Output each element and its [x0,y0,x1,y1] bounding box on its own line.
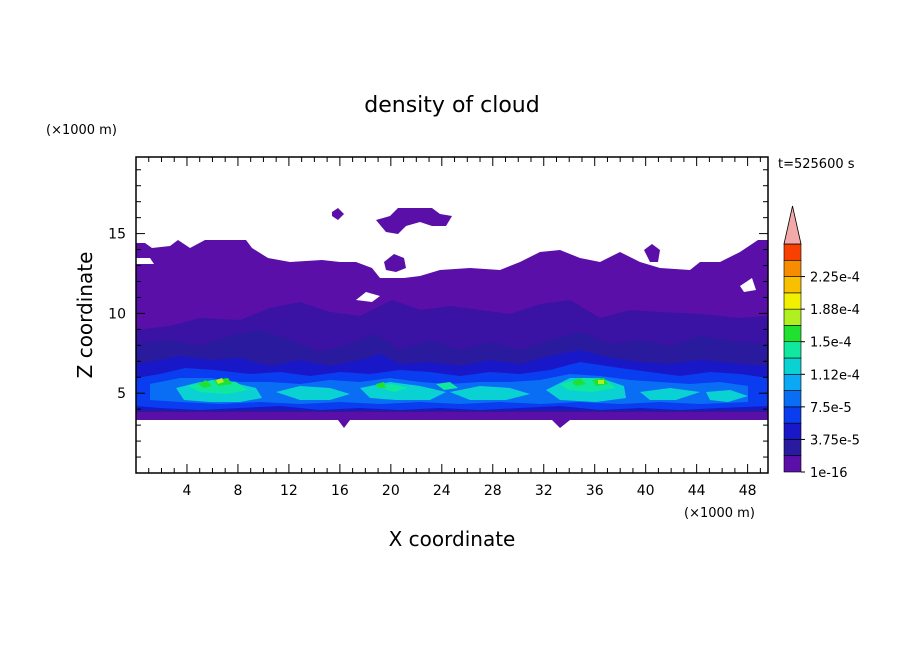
x-tick-label: 28 [484,483,502,499]
colorbar-extend-arrow [783,205,802,245]
colorbar-label: 1.5e-4 [810,336,852,351]
x-tick-label: 16 [331,483,349,499]
x-tick-label: 48 [739,483,757,499]
colorbar-segment [783,243,802,261]
colorbar-segment [783,390,802,408]
x-tick-label: 4 [183,483,192,499]
y-tick-label: 10 [108,306,126,322]
colorbar-segment [783,406,802,424]
contour-cell-3 [384,254,406,272]
y-tick-label: 5 [117,386,126,402]
x-tick-label: 44 [688,483,706,499]
colorbar-label: 1.88e-4 [810,303,860,318]
x-axis-ticks: 4 8 12 16 20 24 28 32 36 40 44 48 [148,157,761,499]
colorbar-segment [783,259,802,277]
contour-cell-2 [376,208,452,234]
colorbar-segment [783,373,802,391]
colorbar-segment [783,325,802,343]
colorbar-label: 1.12e-4 [810,368,860,383]
contour-fills [136,208,768,428]
contour-gap-1 [136,258,154,264]
plot-frame [135,156,769,474]
colorbar-segment [783,308,802,326]
x-axis-unit: (×1000 m) [684,506,755,521]
x-tick-label: 12 [280,483,298,499]
colorbar-label: 3.75e-5 [810,433,860,448]
contour-level-8 [188,378,616,394]
x-tick-label: 8 [233,483,242,499]
colorbar-segment [783,276,802,294]
contour-gap-3 [740,278,756,292]
colorbar-segment [783,341,802,359]
y-axis-ticks: 5 10 15 [108,169,768,458]
x-tick-label: 40 [637,483,655,499]
x-tick-label: 24 [433,483,451,499]
y-axis-label: Z coordinate [73,252,97,379]
colorbar-label: 7.5e-5 [810,401,852,416]
x-tick-label: 32 [535,483,553,499]
y-tick-label: 15 [108,227,126,243]
colorbar-segment [783,357,802,375]
colorbar-segment [783,292,802,310]
colorbar: 1e-16 3.75e-5 7.5e-5 1.12e-4 1.5e-4 1.88e-4 2.… [783,205,860,481]
colorbar-segment [783,455,802,473]
colorbar-label: 2.25e-4 [810,271,860,286]
x-tick-label: 20 [382,483,400,499]
contour-gap-2 [356,292,380,302]
x-tick-label: 36 [586,483,604,499]
colorbar-segment [783,422,802,440]
colorbar-segment [783,439,802,457]
contour-cell-4 [644,244,660,262]
time-label: t=525600 s [778,157,855,172]
chart-title: density of cloud [364,93,539,118]
y-axis-unit: (×1000 m) [46,123,117,138]
colorbar-label: 1e-16 [810,466,848,481]
x-axis-label: X coordinate [389,527,516,551]
contour-cell-1 [332,208,344,220]
